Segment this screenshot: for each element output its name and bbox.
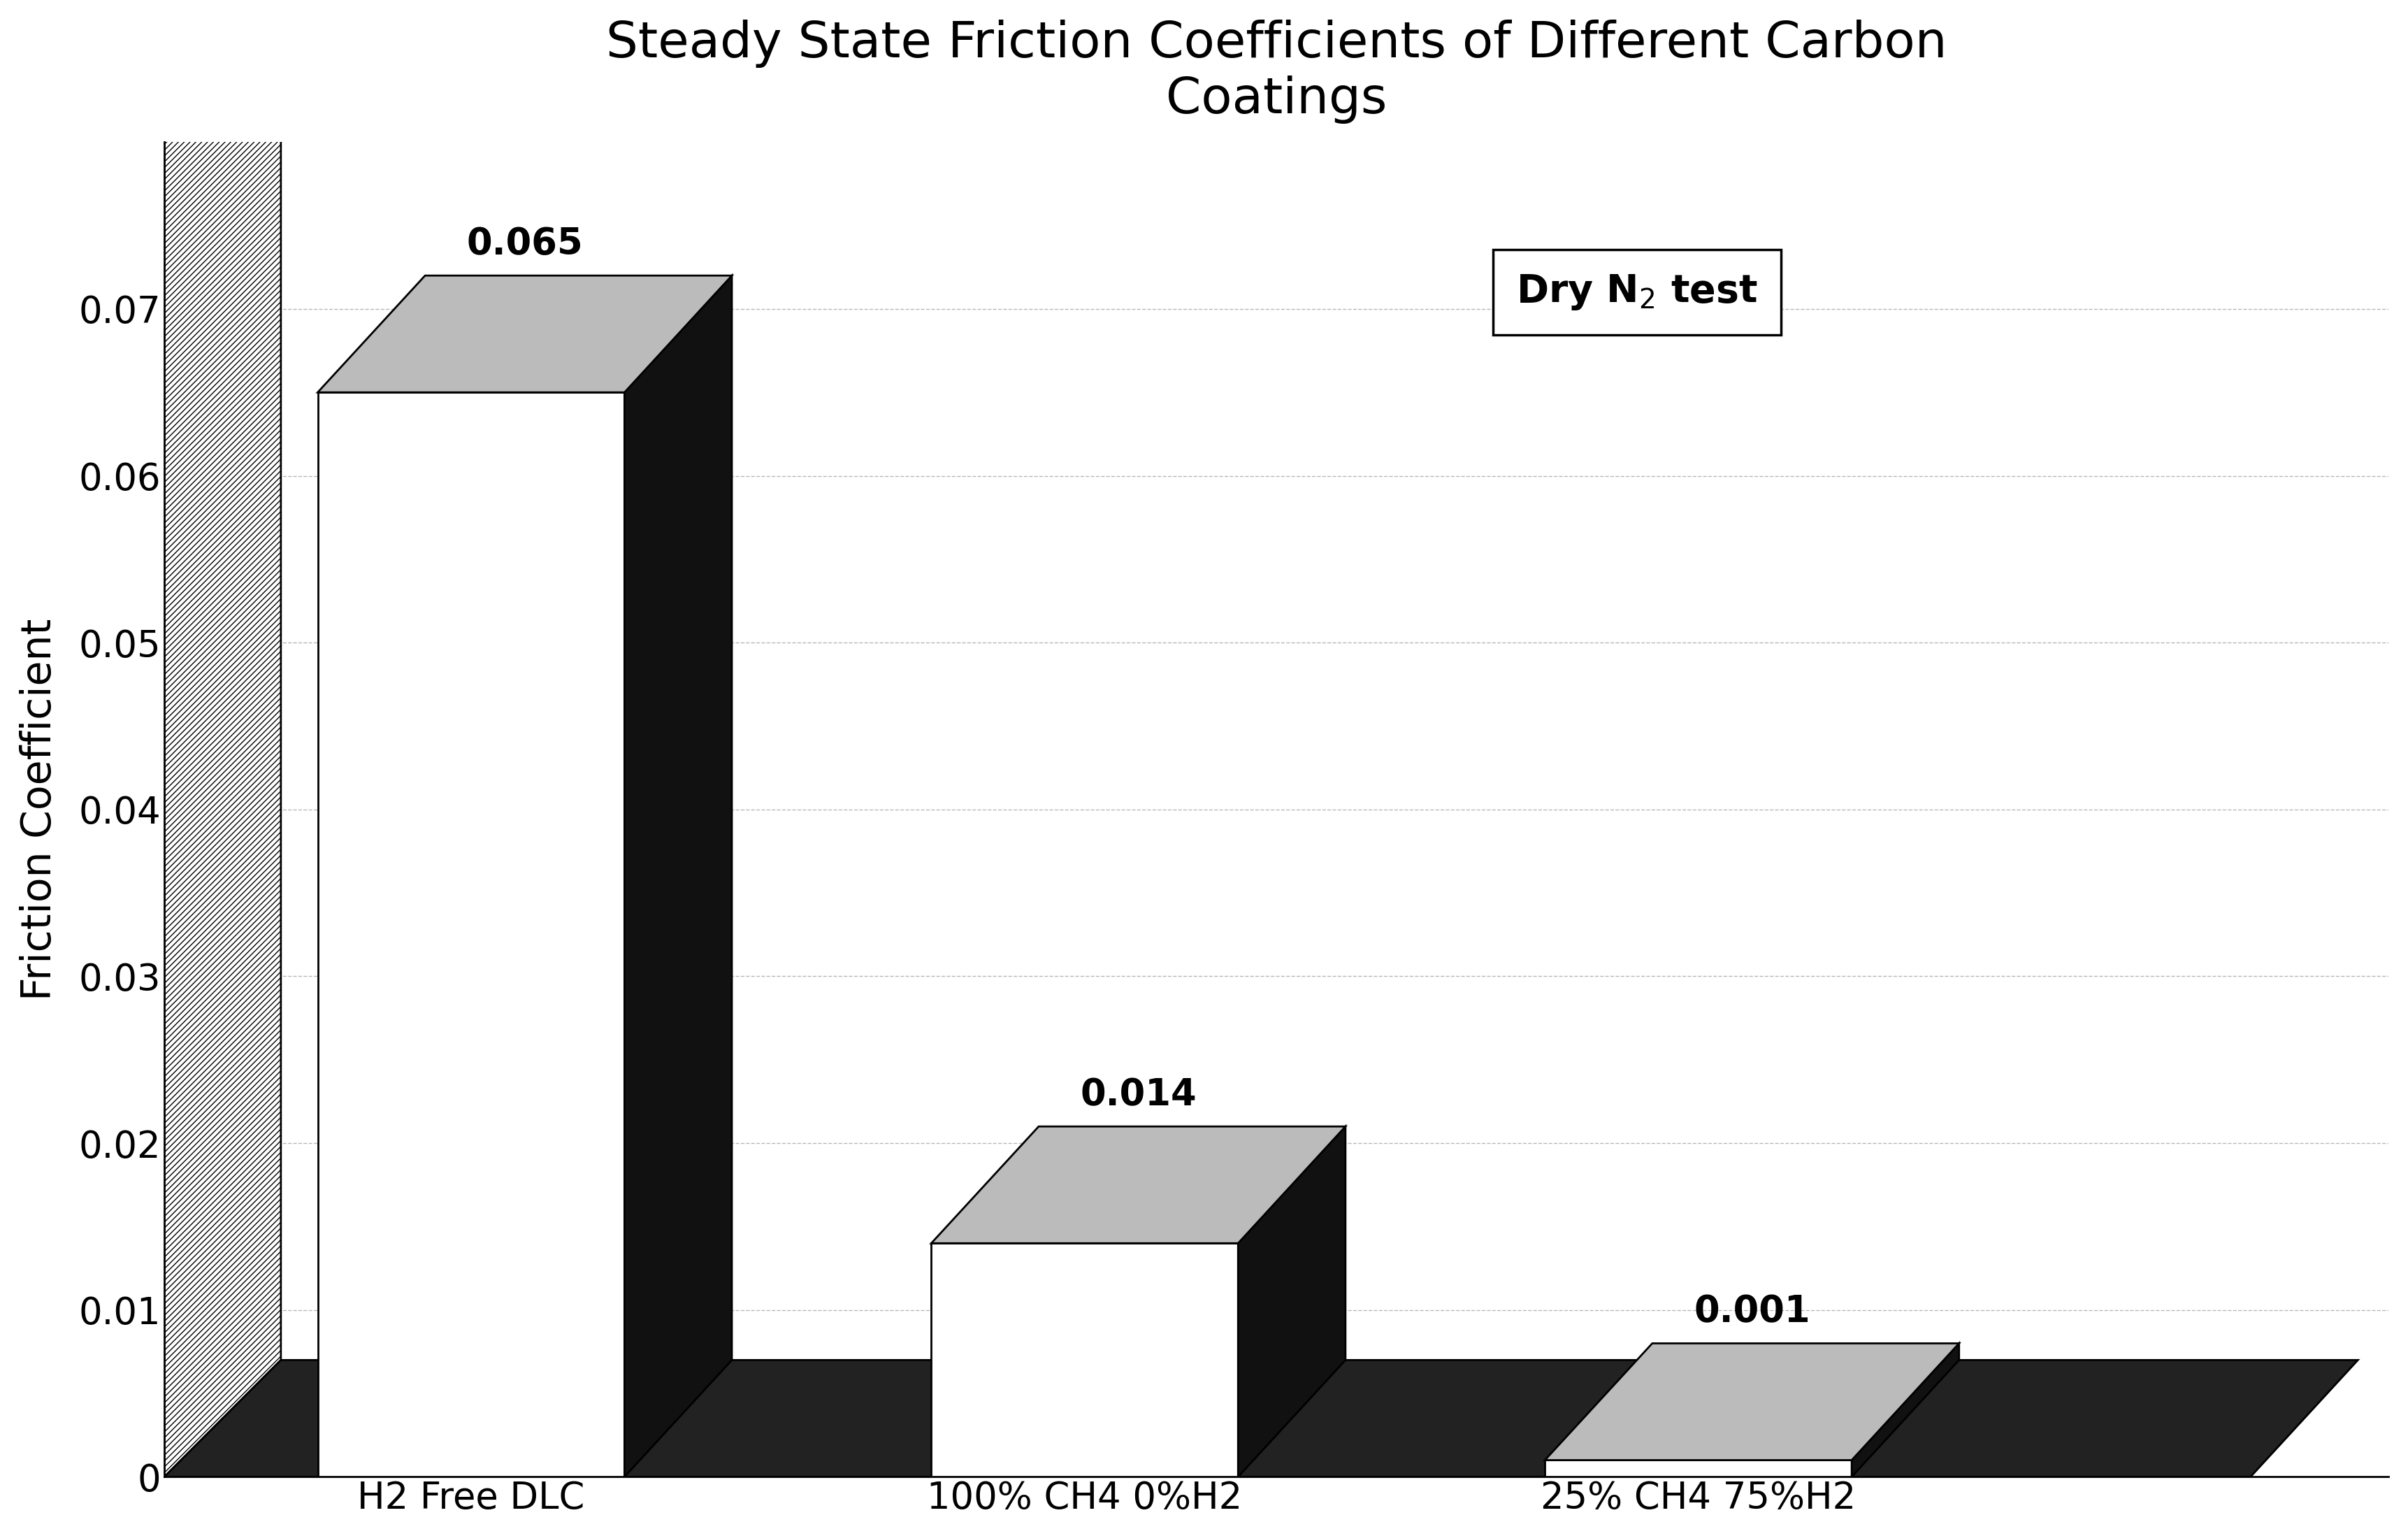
Polygon shape: [1238, 1126, 1346, 1476]
Polygon shape: [1852, 1344, 1960, 1476]
Polygon shape: [318, 275, 732, 392]
Bar: [1546, 1461, 1852, 1476]
Title: Steady State Friction Coefficients of Different Carbon
Coatings: Steady State Friction Coefficients of Di…: [607, 20, 1948, 123]
Text: 0.065: 0.065: [467, 226, 583, 263]
Y-axis label: Friction Coefficient: Friction Coefficient: [19, 619, 60, 1000]
Polygon shape: [1546, 1344, 1960, 1461]
Text: 0.001: 0.001: [1693, 1293, 1811, 1330]
Polygon shape: [624, 275, 732, 1476]
Text: 0.014: 0.014: [1081, 1077, 1197, 1114]
Bar: [932, 1243, 1238, 1476]
Bar: [318, 392, 624, 1476]
Polygon shape: [164, 25, 282, 1476]
Polygon shape: [164, 1359, 2357, 1476]
Text: Dry N$_2$ test: Dry N$_2$ test: [1517, 273, 1758, 312]
Polygon shape: [932, 1126, 1346, 1243]
